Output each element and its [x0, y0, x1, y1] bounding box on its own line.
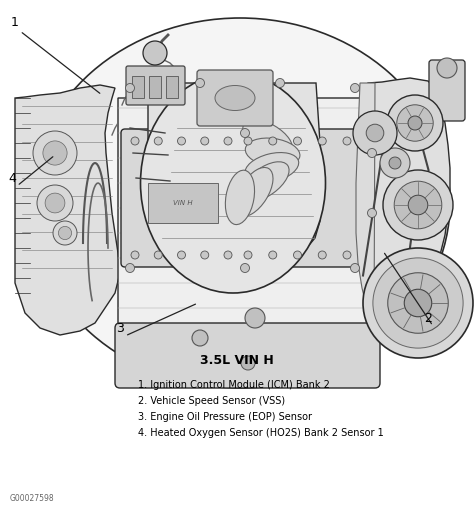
Text: VIN H: VIN H	[173, 200, 193, 206]
Ellipse shape	[245, 152, 299, 183]
Circle shape	[275, 78, 284, 88]
Circle shape	[366, 124, 384, 142]
Circle shape	[389, 157, 401, 169]
FancyBboxPatch shape	[429, 60, 465, 121]
Bar	[149, 76, 161, 98]
Text: 3. Engine Oil Pressure (EOP) Sensor: 3. Engine Oil Pressure (EOP) Sensor	[138, 412, 312, 422]
Circle shape	[408, 116, 422, 130]
Circle shape	[126, 264, 135, 272]
Circle shape	[131, 251, 139, 259]
Circle shape	[192, 330, 208, 346]
Text: G00027598: G00027598	[10, 494, 55, 503]
Circle shape	[154, 251, 162, 259]
Circle shape	[143, 41, 167, 65]
Circle shape	[350, 84, 359, 92]
Circle shape	[269, 251, 277, 259]
Text: 3.5L VIN H: 3.5L VIN H	[200, 354, 274, 367]
Text: 3: 3	[116, 322, 124, 334]
Circle shape	[318, 251, 326, 259]
Circle shape	[131, 137, 139, 145]
Circle shape	[201, 251, 209, 259]
Circle shape	[241, 356, 255, 370]
Polygon shape	[118, 98, 375, 368]
Bar	[132, 76, 144, 98]
Ellipse shape	[30, 18, 450, 388]
Circle shape	[343, 137, 351, 145]
Circle shape	[353, 111, 397, 155]
Circle shape	[373, 258, 463, 348]
FancyBboxPatch shape	[126, 66, 185, 105]
Ellipse shape	[243, 120, 292, 156]
Text: 4: 4	[8, 171, 16, 185]
Circle shape	[367, 148, 376, 157]
Circle shape	[154, 137, 162, 145]
Ellipse shape	[215, 86, 255, 110]
Circle shape	[177, 251, 185, 259]
FancyBboxPatch shape	[121, 129, 244, 267]
Circle shape	[367, 208, 376, 218]
Circle shape	[177, 137, 185, 145]
Text: 2: 2	[424, 311, 432, 325]
Circle shape	[350, 264, 359, 272]
Circle shape	[387, 95, 443, 151]
Circle shape	[408, 195, 428, 215]
Ellipse shape	[236, 167, 273, 216]
Bar	[148, 183, 218, 223]
Circle shape	[363, 248, 473, 358]
Circle shape	[397, 105, 433, 141]
Text: 4. Heated Oxygen Sensor (HO2S) Bank 2 Sensor 1: 4. Heated Oxygen Sensor (HO2S) Bank 2 Se…	[138, 428, 384, 438]
Circle shape	[240, 264, 249, 272]
Circle shape	[293, 251, 301, 259]
Circle shape	[269, 137, 277, 145]
Circle shape	[245, 308, 265, 328]
Circle shape	[53, 221, 77, 245]
Circle shape	[244, 137, 252, 145]
Circle shape	[224, 137, 232, 145]
Circle shape	[58, 226, 72, 240]
Polygon shape	[148, 83, 322, 265]
Circle shape	[240, 128, 249, 137]
Circle shape	[343, 251, 351, 259]
Circle shape	[244, 251, 252, 259]
Circle shape	[45, 193, 65, 213]
Polygon shape	[15, 85, 120, 335]
Circle shape	[33, 131, 77, 175]
Circle shape	[383, 170, 453, 240]
Polygon shape	[356, 83, 375, 328]
Circle shape	[224, 251, 232, 259]
Circle shape	[318, 137, 326, 145]
Polygon shape	[368, 78, 450, 335]
FancyBboxPatch shape	[115, 323, 380, 388]
Circle shape	[388, 273, 448, 333]
Ellipse shape	[140, 73, 326, 293]
Circle shape	[195, 78, 204, 88]
Circle shape	[394, 181, 442, 229]
Circle shape	[201, 137, 209, 145]
FancyBboxPatch shape	[236, 129, 359, 267]
Circle shape	[126, 84, 135, 92]
Ellipse shape	[225, 170, 255, 225]
Text: 2. Vehicle Speed Sensor (VSS): 2. Vehicle Speed Sensor (VSS)	[138, 396, 285, 406]
Circle shape	[43, 141, 67, 165]
Circle shape	[293, 137, 301, 145]
Text: 1: 1	[11, 16, 19, 30]
Circle shape	[437, 58, 457, 78]
Ellipse shape	[246, 138, 300, 167]
Text: 1. Ignition Control Module (ICM) Bank 2: 1. Ignition Control Module (ICM) Bank 2	[138, 380, 330, 390]
Circle shape	[380, 148, 410, 178]
Circle shape	[37, 185, 73, 221]
Circle shape	[404, 289, 432, 317]
FancyBboxPatch shape	[197, 70, 273, 126]
Bar	[166, 76, 178, 98]
Ellipse shape	[242, 162, 289, 201]
